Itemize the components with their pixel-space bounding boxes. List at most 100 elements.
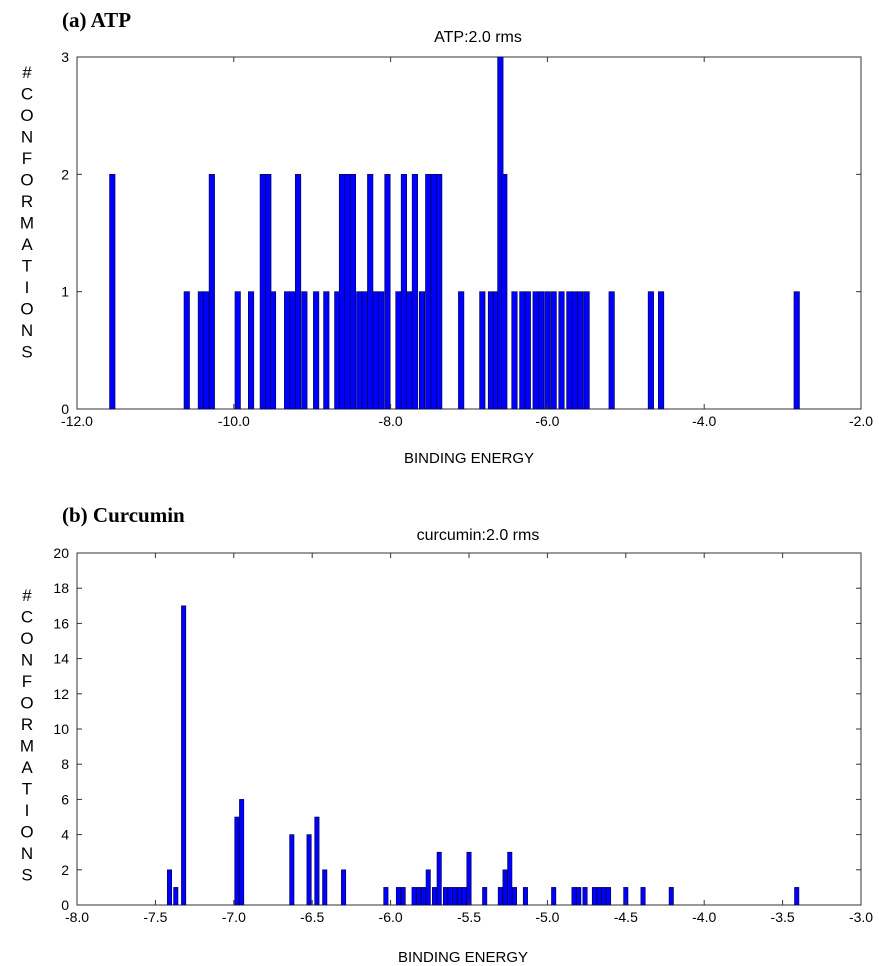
histogram-bar — [313, 291, 320, 410]
y-axis-label-char: # — [22, 586, 32, 605]
histogram-bar — [400, 887, 406, 906]
histogram-bar — [794, 887, 800, 906]
histogram-bar — [577, 291, 584, 410]
histogram-bar — [400, 174, 407, 410]
y-tick-label: 0 — [61, 401, 69, 417]
histogram-bar — [411, 887, 417, 906]
y-axis-label-char: F — [22, 149, 32, 168]
y-axis-label-char: I — [25, 278, 30, 297]
x-axis-label: BINDING ENERGY — [404, 450, 534, 467]
y-axis-label-char: O — [20, 171, 33, 190]
x-tick-label: -3.0 — [849, 909, 873, 925]
histogram-bar — [203, 291, 210, 410]
histogram-bar — [406, 291, 413, 410]
y-axis-label-char: N — [21, 651, 33, 670]
panel-label: (b) Curcumin — [62, 503, 185, 527]
plot-frame — [76, 56, 862, 410]
histogram-bar — [668, 887, 674, 906]
histogram-bar — [384, 174, 391, 410]
y-axis-label-char: I — [25, 801, 30, 820]
histogram-bar — [538, 291, 545, 410]
plot-area: -8.0 -7.5 -7.0 -6.5 -6.0 -5.5 -5.0 -4.5 -4.0 -3.5… — [53, 545, 873, 925]
histogram-bar — [109, 174, 116, 410]
histogram-bar — [501, 174, 508, 410]
y-tick-label: 1 — [61, 284, 69, 300]
histogram-bar — [248, 291, 255, 410]
histogram-bar — [372, 291, 379, 410]
histogram-bar — [524, 291, 531, 410]
y-tick-label: 6 — [61, 791, 69, 807]
histogram-bar — [591, 887, 597, 906]
x-tick-label: -7.5 — [143, 909, 167, 925]
histogram-bar — [289, 291, 296, 410]
histogram-bar — [289, 834, 295, 906]
histogram-bar — [558, 291, 565, 410]
histogram-bar — [436, 174, 443, 410]
histogram-bar — [356, 291, 363, 410]
y-axis-label-char: N — [21, 128, 33, 147]
histogram-bar — [361, 291, 368, 410]
histogram-bar — [571, 291, 578, 410]
histogram-bar — [323, 291, 330, 410]
histogram-bar — [181, 605, 187, 906]
histogram-bar — [301, 291, 308, 410]
histogram-bar — [583, 291, 590, 410]
x-axis-label: BINDING ENERGY — [398, 949, 528, 966]
histogram-bar — [544, 291, 551, 410]
histogram-bar — [269, 291, 277, 410]
y-axis-label-char: S — [21, 343, 32, 362]
histogram-bar — [306, 834, 312, 906]
y-axis-label-char: O — [20, 823, 33, 842]
histogram-bar — [284, 291, 291, 410]
histogram-bar — [532, 291, 539, 410]
histogram-bar — [411, 174, 418, 410]
histogram-bar — [167, 869, 173, 906]
histogram-bar — [234, 291, 241, 410]
histogram-bar — [395, 887, 401, 906]
histogram-bar — [338, 174, 346, 410]
panel-label: (a) ATP — [62, 8, 131, 32]
histogram-bar — [596, 887, 602, 906]
histogram-bar — [383, 887, 389, 906]
y-tick-label: 14 — [53, 651, 69, 667]
y-axis-label-char: O — [20, 629, 33, 648]
histogram-bar — [511, 291, 518, 410]
histogram-bar — [234, 816, 240, 906]
y-axis-label-char: F — [22, 672, 32, 691]
y-axis-label-char: N — [21, 844, 33, 863]
y-axis-label-char: R — [21, 715, 33, 734]
x-tick-label: -12.0 — [61, 413, 93, 429]
histogram-bar — [601, 887, 607, 906]
histogram-bar — [432, 887, 437, 906]
histogram-bar — [466, 851, 472, 906]
histogram-bar — [416, 887, 422, 906]
chart-title: ATP:2.0 rms — [434, 29, 522, 46]
histogram-bar — [497, 887, 503, 906]
histogram-bar — [208, 174, 215, 410]
y-axis-label-char: O — [20, 106, 33, 125]
histogram-bar — [522, 887, 528, 906]
histogram-bar — [430, 174, 437, 410]
y-axis-label-char: T — [22, 257, 32, 276]
y-axis-label-char: O — [20, 300, 33, 319]
y-tick-label: 2 — [61, 862, 69, 878]
histogram-bar — [458, 291, 465, 410]
histogram-bar — [566, 291, 573, 410]
y-axis-label-char: T — [22, 780, 32, 799]
histogram-bar — [197, 291, 204, 410]
histogram-bar — [367, 174, 374, 410]
chart-curcumin: (b) Curcumin curcumin:2.0 rms BINDING EN… — [20, 503, 873, 966]
x-tick-label: -6.0 — [379, 909, 403, 925]
histogram-bar — [479, 291, 486, 410]
histogram-bar — [502, 869, 508, 906]
x-tick-label: -6.5 — [300, 909, 324, 925]
x-tick-label: -4.0 — [692, 413, 716, 429]
histogram-bar — [447, 887, 453, 906]
y-axis-label-char: A — [21, 235, 33, 254]
y-tick-label: 2 — [61, 166, 69, 182]
x-tick-label: -8.0 — [65, 909, 89, 925]
histogram-bar — [452, 887, 458, 906]
x-tick-label: -5.0 — [535, 909, 559, 925]
y-axis-label-char: M — [20, 214, 34, 233]
